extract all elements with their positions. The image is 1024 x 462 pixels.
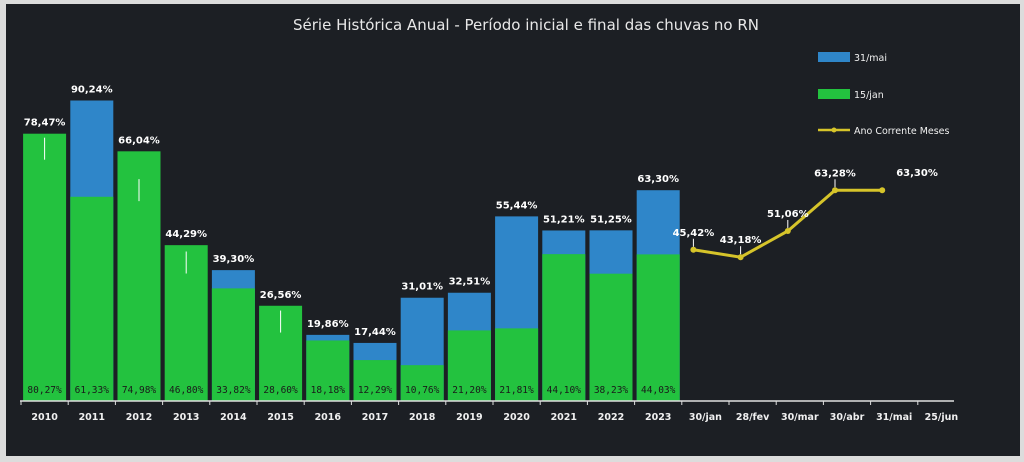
label-15-jan-2022: 38,23% [594,385,629,396]
label-15-jan-2017: 12,29% [358,385,393,396]
tick-label-2018: 2018 [409,412,436,423]
point-30/abr [832,187,838,194]
label-15-jan-2019: 21,20% [452,385,487,396]
point-30/mar [784,227,791,234]
legend-label-15-jan: 15/jan [854,90,884,101]
legend-swatch-15-jan [818,89,850,99]
point-label-30/jan: 45,42% [673,228,715,239]
bar-15-jan-2011 [70,196,114,401]
tick-label-2022: 2022 [598,412,624,423]
label-15-jan-2014: 33,82% [216,385,251,396]
label-31-mai-2012: 66,04% [118,135,160,146]
point-label-30/mar: 51,06% [767,209,809,220]
bar-15-jan-2019 [447,330,491,401]
tick-label-31/mai: 31/mai [876,412,912,423]
tick-label-2011: 2011 [79,412,105,423]
tick-label-2023: 2023 [645,412,671,423]
label-31-mai-2015: 26,56% [260,290,302,301]
bar-group: 78,47% 80,27% 90,24% 61,33% 66,04% 74,98% 44,2… [23,85,680,402]
bar-15-jan-2023 [636,254,680,401]
point-28/fev [737,254,744,261]
bar-15-jan-2022 [589,273,633,401]
tick-label-2015: 2015 [267,412,293,423]
tick-label-30/abr: 30/abr [830,412,865,423]
point-31/mai [879,187,886,194]
legend-label-31-mai: 31/mai [854,53,887,64]
bar-15-jan-2014 [211,288,255,401]
label-31-mai-2017: 17,44% [354,327,396,338]
label-31-mai-2016: 19,86% [307,319,349,330]
label-15-jan-2021: 44,10% [547,385,582,396]
legend-swatch-31-mai [818,52,850,62]
tick-label-2019: 2019 [456,412,482,423]
tick-label-30/mar: 30/mar [781,412,819,423]
label-31-mai-2020: 55,44% [496,200,538,211]
label-15-jan-2020: 21,81% [499,385,534,396]
label-31-mai-2014: 39,30% [213,254,255,265]
point-label-30/abr: 63,28% [814,168,856,179]
label-31-mai-2022: 51,25% [590,214,632,225]
label-31-mai-2018: 31,01% [401,282,443,293]
bar-15-jan-2021 [542,254,586,401]
label-15-jan-2012: 74,98% [122,385,157,396]
tick-label-2016: 2016 [315,412,342,423]
bar-15-jan-2020 [495,328,539,401]
tick-label-2020: 2020 [503,412,530,423]
bar-15-jan-2017 [353,360,397,401]
label-15-jan-2010: 80,27% [27,385,62,396]
label-15-jan-2013: 46,80% [169,385,204,396]
tick-label-2021: 2021 [551,412,577,423]
tick-label-28/fev: 28/fev [736,412,770,423]
label-15-jan-2015: 28,60% [263,385,298,396]
point-30/jan [690,246,697,253]
label-31-mai-2010: 78,47% [24,118,66,129]
label-31-mai-2011: 90,24% [71,85,113,96]
chart-title: Série Histórica Anual - Período inicial … [293,16,759,34]
x-axis-ticks: 2010 2011 2012 2013 2014 2015 2016 2017 2018 2019… [20,401,959,423]
label-31-mai-2021: 51,21% [543,214,585,225]
tick-label-30/jan: 30/jan [689,412,722,423]
label-31-mai-2023: 63,30% [637,174,679,185]
tick-label-2013: 2013 [173,412,199,423]
rain-chart: Série Histórica Anual - Período inicial … [20,16,959,423]
line-group: 45,42% 43,18% 51,06% 63,28% 63,30% [673,168,938,261]
label-15-jan-2018: 10,76% [405,385,440,396]
label-31-mai-2013: 44,29% [165,229,207,240]
label-15-jan-2011: 61,33% [75,385,110,396]
chart-frame: Série Histórica Anual - Período inicial … [6,4,1020,456]
label-15-jan-2016: 18,18% [311,385,346,396]
tick-label-2010: 2010 [31,412,58,423]
bar-15-jan-2010 [23,133,67,401]
label-31-mai-2019: 32,51% [449,277,491,288]
point-label-28/fev: 43,18% [720,235,762,246]
label-15-jan-2023: 44,03% [641,385,676,396]
tick-label-2017: 2017 [362,412,388,423]
bar-15-jan-2016 [306,340,350,401]
legend: 31/mai 15/jan Ano Corrente Meses [818,52,950,137]
legend-line-marker [831,127,837,133]
tick-label-2012: 2012 [126,412,152,423]
point-label-31/mai: 63,30% [896,168,938,179]
tick-label-2014: 2014 [220,412,247,423]
legend-label-ano-corrente: Ano Corrente Meses [854,126,950,137]
tick-label-25/jun: 25/jun [925,412,959,423]
bar-15-jan-2018 [400,365,444,401]
